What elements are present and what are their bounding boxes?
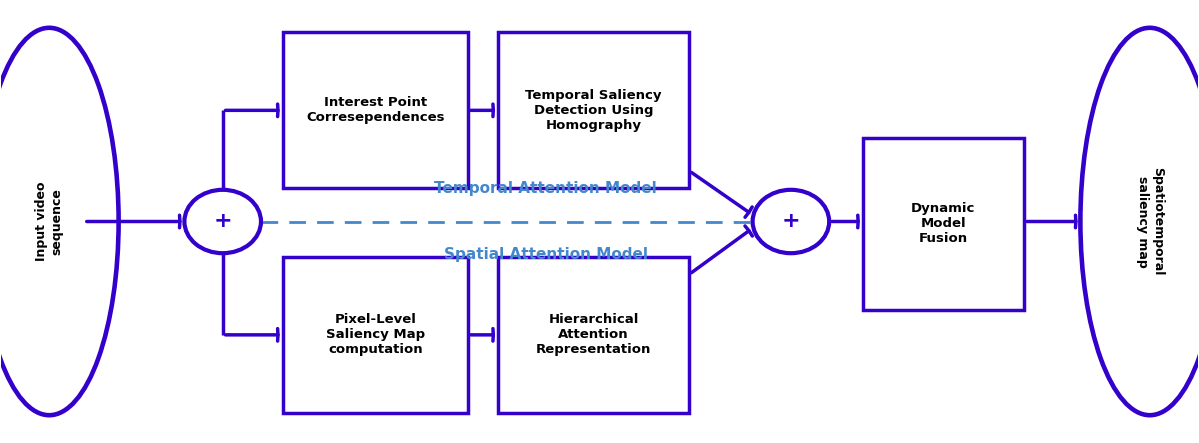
Text: +: +	[213, 211, 231, 232]
FancyBboxPatch shape	[498, 256, 689, 413]
Text: Input video
sequence: Input video sequence	[35, 182, 64, 261]
Text: Spatial Attention Model: Spatial Attention Model	[444, 247, 647, 262]
Text: Pixel-Level
Saliency Map
computation: Pixel-Level Saliency Map computation	[326, 313, 424, 356]
Text: +: +	[782, 211, 800, 232]
Ellipse shape	[185, 190, 261, 253]
Text: Temporal Attention Model: Temporal Attention Model	[434, 181, 657, 196]
Text: Spatiotemporal
saliency map: Spatiotemporal saliency map	[1135, 167, 1164, 276]
FancyBboxPatch shape	[862, 138, 1024, 310]
Text: Hierarchical
Attention
Representation: Hierarchical Attention Representation	[536, 313, 651, 356]
Text: Interest Point
Corresependences: Interest Point Corresependences	[306, 96, 445, 124]
FancyBboxPatch shape	[283, 32, 468, 188]
FancyBboxPatch shape	[498, 32, 689, 188]
FancyBboxPatch shape	[283, 256, 468, 413]
Text: Temporal Saliency
Detection Using
Homography: Temporal Saliency Detection Using Homogr…	[525, 89, 662, 132]
Text: Dynamic
Model
Fusion: Dynamic Model Fusion	[911, 202, 976, 245]
Ellipse shape	[753, 190, 830, 253]
